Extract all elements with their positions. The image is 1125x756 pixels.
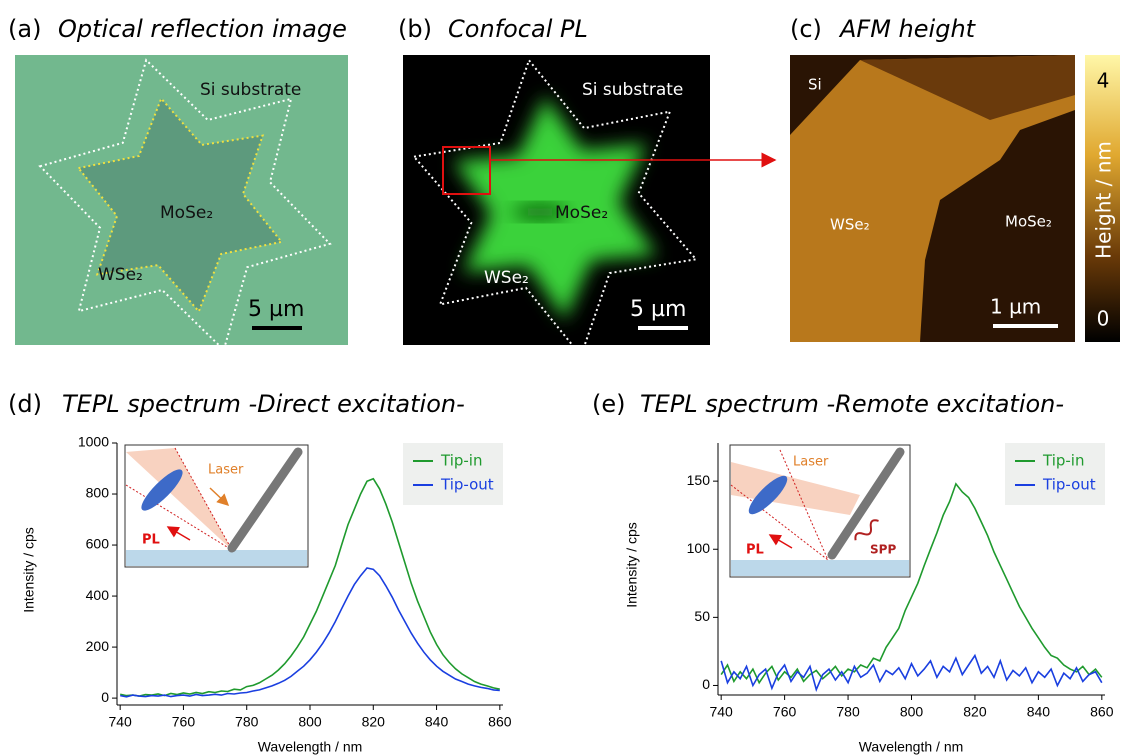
inset-text: Laser bbox=[793, 455, 829, 470]
image-text: Si bbox=[808, 76, 822, 94]
x-tick-label: 780 bbox=[836, 704, 860, 720]
y-tick-label: 0 bbox=[101, 689, 109, 705]
chart-title: TEPL spectrum -Direct excitation- bbox=[62, 390, 465, 418]
x-tick-label: 840 bbox=[425, 714, 449, 730]
y-tick-label: 150 bbox=[687, 472, 711, 488]
inset-text: SPP bbox=[870, 543, 896, 557]
panel-label: (d) bbox=[8, 390, 42, 418]
colorbar-tick: 4 bbox=[1097, 69, 1110, 93]
legend-label: Tip-out bbox=[1042, 476, 1096, 494]
spectrum-line bbox=[120, 568, 500, 697]
image-text: WSe₂ bbox=[98, 265, 143, 285]
image-text: MoSe₂ bbox=[1005, 213, 1052, 231]
substrate bbox=[731, 560, 909, 576]
y-tick-label: 400 bbox=[86, 587, 110, 603]
panel-title: Confocal PL bbox=[448, 15, 588, 43]
legend-label: Tip-out bbox=[440, 476, 494, 494]
inset-text: PL bbox=[746, 543, 764, 558]
scale-text: 1 µm bbox=[990, 295, 1041, 319]
inset-text: PL bbox=[142, 533, 160, 548]
inset-diagram: Laser PL bbox=[125, 445, 308, 567]
x-axis-label: Wavelength / nm bbox=[258, 739, 363, 755]
image-text: Si substrate bbox=[200, 80, 301, 100]
y-tick-label: 800 bbox=[86, 485, 110, 501]
y-tick-label: 200 bbox=[86, 638, 110, 654]
legend-label: Tip-in bbox=[440, 452, 482, 470]
y-tick-label: 0 bbox=[702, 676, 710, 692]
x-axis-label: Wavelength / nm bbox=[859, 739, 964, 755]
panel-label: (e) bbox=[592, 390, 626, 418]
x-tick-label: 820 bbox=[362, 714, 386, 730]
image-text: WSe₂ bbox=[830, 216, 870, 234]
x-tick-label: 800 bbox=[900, 704, 924, 720]
colorbar-label: Height / nm bbox=[1092, 141, 1116, 259]
image-text: MoSe₂ bbox=[555, 203, 608, 223]
panel-label: (a) bbox=[8, 15, 41, 43]
image-text: Si substrate bbox=[582, 80, 683, 100]
afm-image: Si WSe₂ MoSe₂ 1 µm 4 0 Height / nm bbox=[790, 55, 1120, 342]
x-tick-label: 860 bbox=[488, 714, 512, 730]
scale-text: 5 µm bbox=[630, 297, 686, 322]
inset-text: Laser bbox=[208, 463, 244, 478]
optical-image: Si substrate MoSe₂ WSe₂ 5 µm bbox=[15, 55, 348, 350]
x-tick-label: 840 bbox=[1027, 704, 1051, 720]
x-tick-label: 820 bbox=[963, 704, 987, 720]
x-tick-label: 760 bbox=[773, 704, 797, 720]
x-tick-label: 800 bbox=[298, 714, 322, 730]
y-tick-label: 1000 bbox=[78, 434, 109, 450]
y-tick-label: 100 bbox=[687, 540, 711, 556]
y-axis-label: Intensity / cps bbox=[21, 527, 37, 613]
x-tick-label: 780 bbox=[235, 714, 259, 730]
x-tick-label: 740 bbox=[108, 714, 132, 730]
chart-title: TEPL spectrum -Remote excitation- bbox=[640, 390, 1064, 418]
panel-label: (b) bbox=[398, 15, 432, 43]
x-tick-label: 860 bbox=[1090, 704, 1114, 720]
y-tick-label: 600 bbox=[86, 536, 110, 552]
substrate bbox=[126, 550, 307, 566]
colorbar-tick: 0 bbox=[1097, 307, 1110, 331]
panel-title: Optical reflection image bbox=[58, 15, 347, 43]
pl-image: Si substrate MoSe₂ WSe₂ 5 µm bbox=[403, 55, 775, 356]
image-text: MoSe₂ bbox=[160, 203, 213, 223]
figure: (a) Optical reflection image (b) Confoca… bbox=[0, 0, 1125, 756]
y-axis-label: Intensity / cps bbox=[624, 522, 640, 608]
spectrum-line bbox=[721, 656, 1102, 690]
x-tick-label: 760 bbox=[172, 714, 196, 730]
legend-label: Tip-in bbox=[1042, 452, 1084, 470]
panel-title: AFM height bbox=[838, 15, 977, 43]
panel-label: (c) bbox=[790, 15, 822, 43]
y-tick-label: 50 bbox=[694, 608, 710, 624]
x-tick-label: 740 bbox=[709, 704, 733, 720]
image-text: WSe₂ bbox=[484, 268, 529, 288]
scale-text: 5 µm bbox=[248, 297, 304, 322]
inset-diagram: Laser PL SPP bbox=[730, 445, 910, 577]
